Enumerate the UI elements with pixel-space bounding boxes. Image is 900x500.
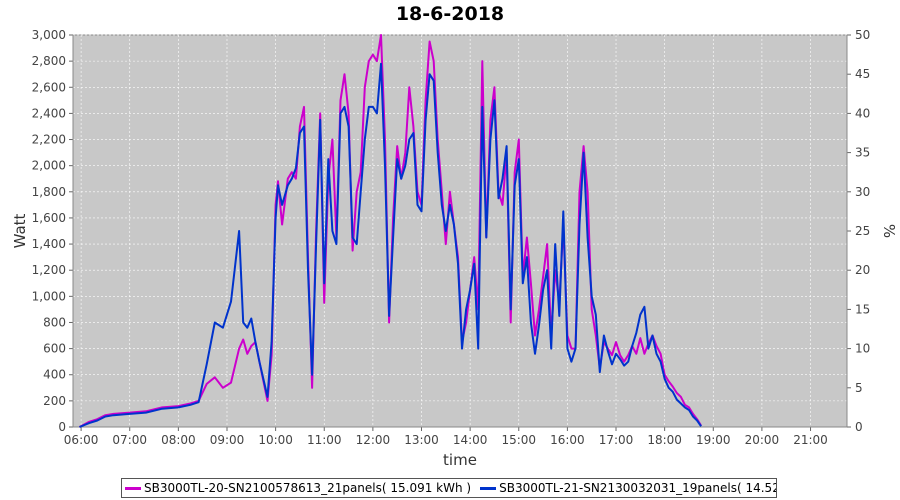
x-tick-label: 13:00 bbox=[404, 433, 439, 447]
y-tick-label: 1,400 bbox=[32, 237, 66, 251]
y-right-tick-label: 0 bbox=[855, 420, 863, 434]
x-tick-label: 16:00 bbox=[550, 433, 585, 447]
series-line-2 bbox=[79, 62, 702, 428]
x-tick-label: 18:00 bbox=[647, 433, 682, 447]
chart-title: 18-6-2018 bbox=[395, 3, 505, 25]
y-tick-label: 1,800 bbox=[32, 185, 66, 199]
y-tick-label: 0 bbox=[58, 420, 66, 434]
plot-background bbox=[72, 34, 848, 428]
x-tick-label: 21:00 bbox=[793, 433, 828, 447]
y-tick-label: 2,200 bbox=[32, 133, 66, 147]
y-tick-label: 600 bbox=[43, 342, 66, 356]
legend-item-2: SB3000TL-21-SN2130032031_19panels( 14.52… bbox=[480, 481, 776, 495]
y-tick-label: 1,200 bbox=[32, 263, 66, 277]
x-tick-label: 19:00 bbox=[696, 433, 731, 447]
x-tick-label: 11:00 bbox=[307, 433, 342, 447]
y-right-tick-label: 25 bbox=[855, 224, 870, 238]
y-tick-label: 800 bbox=[43, 315, 66, 329]
legend-label-1: SB3000TL-20-SN2100578613_21panels( 15.09… bbox=[144, 481, 472, 495]
y-right-tick-label: 10 bbox=[855, 342, 870, 356]
y-tick-label: 2,800 bbox=[32, 54, 66, 68]
y-right-tick-label: 30 bbox=[855, 185, 870, 199]
x-tick-label: 15:00 bbox=[501, 433, 536, 447]
x-tick-label: 12:00 bbox=[356, 433, 391, 447]
x-tick-label: 14:00 bbox=[453, 433, 488, 447]
chart-plot: 02004006008001,0001,2001,4001,6001,8002,… bbox=[11, 28, 898, 469]
legend-item-1: SB3000TL-20-SN2100578613_21panels( 15.09… bbox=[125, 481, 471, 495]
x-tick-label: 20:00 bbox=[745, 433, 780, 447]
x-tick-label: 06:00 bbox=[64, 433, 99, 447]
y-tick-label: 1,600 bbox=[32, 211, 66, 225]
y-tick-label: 2,400 bbox=[32, 106, 66, 120]
legend-swatch-1 bbox=[125, 486, 141, 490]
legend: SB3000TL-20-SN2100578613_21panels( 15.09… bbox=[121, 478, 777, 498]
x-tick-label: 09:00 bbox=[210, 433, 245, 447]
x-tick-label: 17:00 bbox=[599, 433, 634, 447]
y-right-tick-label: 20 bbox=[855, 263, 870, 277]
y-tick-label: 400 bbox=[43, 368, 66, 382]
y-right-tick-label: 5 bbox=[855, 381, 863, 395]
y-tick-label: 3,000 bbox=[32, 28, 66, 42]
y-tick-label: 2,600 bbox=[32, 80, 66, 94]
y-right-tick-label: 45 bbox=[855, 67, 870, 81]
y-tick-label: 200 bbox=[43, 394, 66, 408]
x-axis-label: time bbox=[443, 451, 477, 469]
y-tick-label: 1,000 bbox=[32, 289, 66, 303]
y-right-tick-label: 35 bbox=[855, 146, 870, 160]
y-right-tick-label: 40 bbox=[855, 106, 870, 120]
x-tick-label: 07:00 bbox=[112, 433, 147, 447]
y-axis-label: Watt bbox=[11, 213, 29, 248]
y-right-tick-label: 15 bbox=[855, 302, 870, 316]
x-tick-label: 08:00 bbox=[161, 433, 196, 447]
legend-swatch-2 bbox=[480, 486, 497, 490]
y-tick-label: 2,000 bbox=[32, 159, 66, 173]
legend-label-2: SB3000TL-21-SN2130032031_19panels( 14.52… bbox=[499, 481, 776, 495]
y-right-axis-label: % bbox=[880, 224, 898, 238]
x-tick-label: 10:00 bbox=[258, 433, 293, 447]
y-right-tick-label: 50 bbox=[855, 28, 870, 42]
